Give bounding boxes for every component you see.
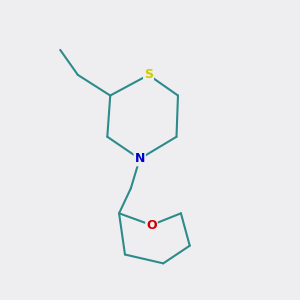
Text: O: O <box>146 219 157 232</box>
Text: N: N <box>134 152 145 165</box>
Text: S: S <box>144 68 153 81</box>
